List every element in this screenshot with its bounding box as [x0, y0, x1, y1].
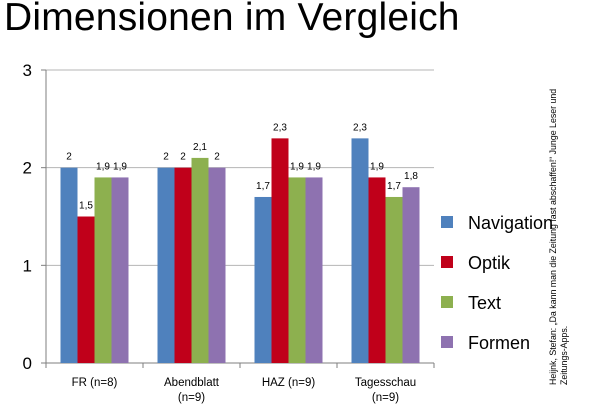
data-label: 1,9 [290, 161, 304, 172]
data-label: 2,3 [273, 122, 287, 133]
x-tick-label: FR (n=8) [72, 377, 118, 389]
data-label: 1,5 [79, 201, 93, 212]
legend-label: Navigation [468, 213, 553, 233]
source-note: Heijnk, Stefan: „Da kann man die Zeitung… [548, 88, 569, 385]
bar-text [94, 177, 112, 363]
data-label: 2 [66, 152, 72, 163]
x-tick-label: Tagesschau (n=9) [355, 377, 416, 404]
bar-navigation [254, 196, 272, 363]
legend-label: Optik [468, 253, 511, 273]
bar-text [385, 196, 403, 363]
bar-navigation [60, 167, 78, 363]
value-labels: 21,51,9 1,92 22,121,72,31,9 1,92,31,91,71,8 [66, 122, 418, 211]
bar-text [288, 177, 306, 363]
data-label: 1,9 [96, 161, 110, 172]
legend-label: Formen [468, 333, 530, 353]
data-label: 1,7 [256, 181, 270, 192]
y-tick-label: 3 [23, 61, 32, 80]
slide-title: Dimensionen im Vergleich [4, 0, 460, 39]
bar-formen [111, 177, 129, 363]
data-label: 1,8 [404, 171, 418, 182]
data-label: 1,9 [307, 161, 321, 172]
bar-optik [271, 138, 289, 363]
legend-swatch [441, 336, 453, 348]
bar-formen [208, 167, 226, 363]
bar-text [191, 157, 209, 363]
bar-navigation [157, 167, 175, 363]
y-tick-label: 2 [23, 159, 32, 178]
data-label: 2,3 [353, 122, 367, 133]
legend: Navigation Optik Text Formen [441, 213, 553, 353]
bar-formen [305, 177, 323, 363]
y-tick-label: 0 [23, 354, 32, 373]
x-tick-labels: FR (n=8) Abendblatt (n=9) HAZ (n=9) Tagessch… [72, 377, 417, 404]
bar-optik [174, 167, 192, 363]
data-label: 2 [163, 152, 169, 163]
data-label: 1,9 [370, 161, 384, 172]
data-label: 2 [180, 152, 186, 163]
data-label: 2,1 [193, 142, 207, 153]
legend-swatch [441, 216, 453, 228]
bar-navigation [351, 138, 369, 363]
data-label: 2 [214, 152, 220, 163]
x-tick-label: Abendblatt (n=9) [164, 377, 220, 404]
bar-optik [77, 216, 95, 363]
x-tick-label: HAZ (n=9) [262, 377, 316, 389]
bar-optik [368, 177, 386, 363]
legend-label: Text [468, 293, 501, 313]
legend-swatch [441, 296, 453, 308]
data-label: 1,7 [387, 181, 401, 192]
data-label: 1,9 [113, 161, 127, 172]
y-tick-label: 1 [23, 256, 32, 275]
bar-formen [402, 187, 420, 363]
y-tick-labels: 0 1 2 3 [23, 61, 32, 373]
legend-swatch [441, 256, 453, 268]
bars [60, 138, 420, 363]
